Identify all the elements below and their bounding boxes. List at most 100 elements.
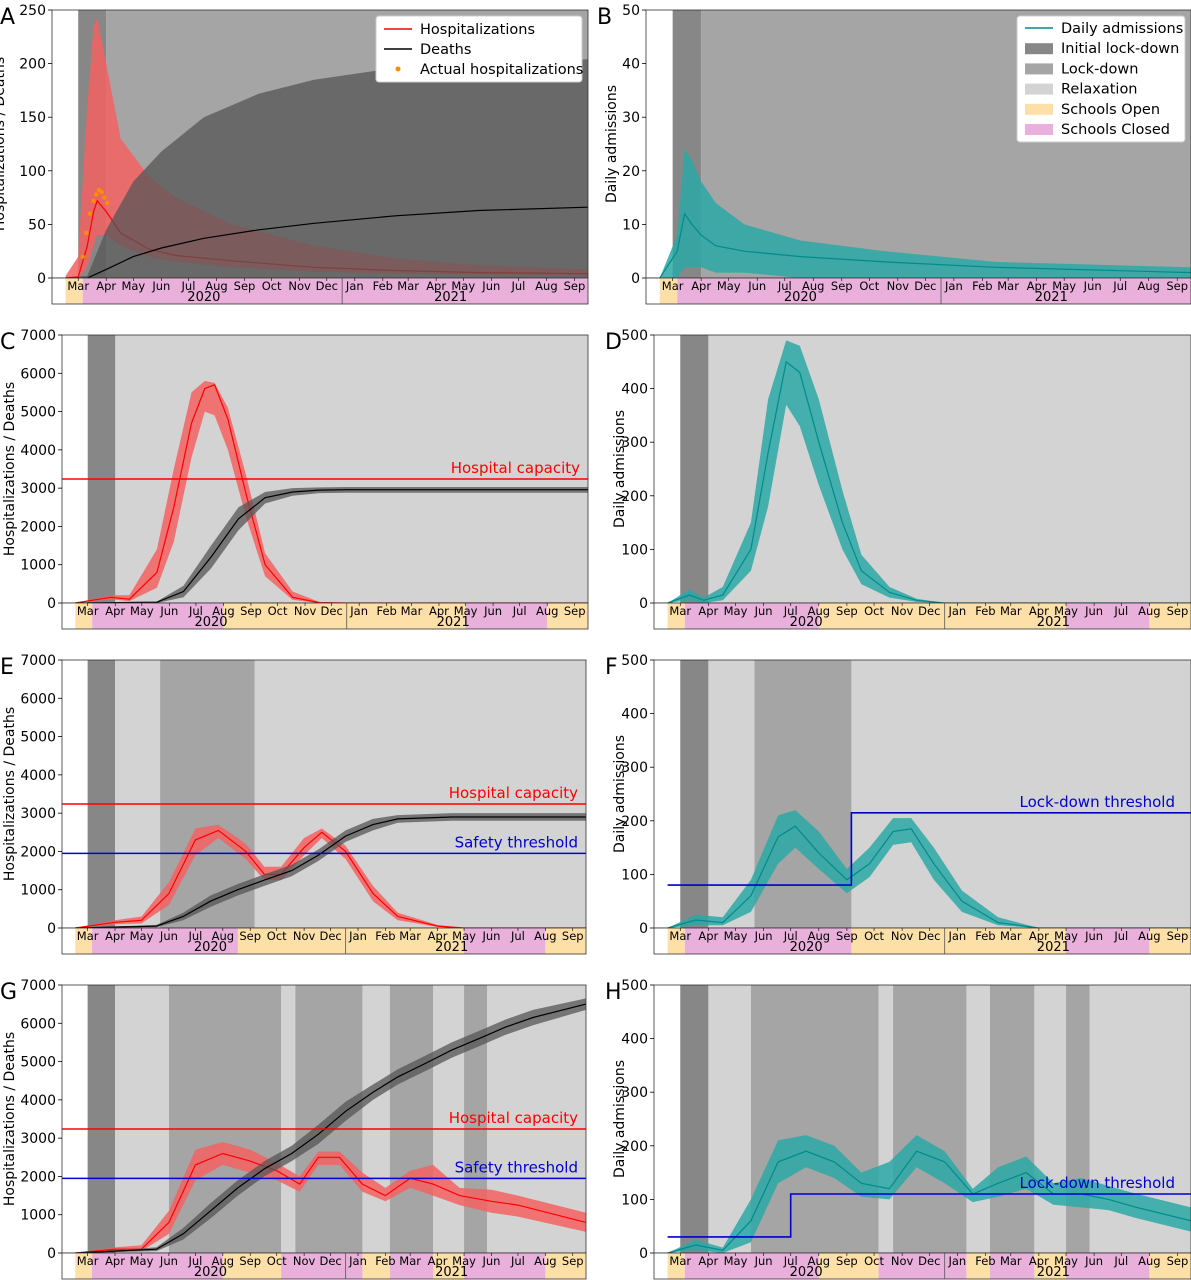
school-band-frame: [61, 602, 589, 630]
month-label: Apr: [691, 279, 711, 293]
y-tick-label: 500: [621, 328, 648, 344]
safety-label: Safety threshold: [455, 1158, 578, 1176]
month-label: Jun: [159, 1254, 178, 1268]
month-label: Sep: [831, 279, 853, 293]
legend-swatch: [1025, 83, 1053, 95]
month-label: May: [1054, 929, 1078, 943]
panel-letter: C: [0, 330, 15, 355]
threshold-label: Lock-down threshold: [1019, 1174, 1175, 1192]
legend-entry: Hospitalizations: [420, 22, 535, 38]
month-label: Apr: [428, 1254, 448, 1268]
legend-entry: Schools Open: [1061, 102, 1160, 118]
month-label: May: [452, 1254, 476, 1268]
panel-letter: F: [605, 655, 618, 680]
month-label: Dec: [319, 929, 341, 943]
y-tick-label: 50: [622, 3, 640, 19]
month-label: Mar: [397, 279, 419, 293]
month-label: Aug: [808, 929, 830, 943]
y-tick-label: 200: [621, 1139, 648, 1155]
legend-entry: Relaxation: [1061, 82, 1138, 98]
month-label: Mar: [77, 1254, 99, 1268]
month-label: Jul: [187, 1254, 202, 1268]
data-point: [102, 195, 107, 200]
y-tick-label: 400: [621, 1032, 648, 1048]
y-tick-label: 0: [639, 921, 648, 937]
legend-swatch: [1025, 63, 1053, 75]
month-label: Jan: [947, 604, 966, 618]
relaxation-region: [708, 985, 751, 1253]
month-label: Feb: [375, 929, 395, 943]
data-point: [94, 192, 99, 197]
month-label: May: [130, 604, 154, 618]
relaxation-region: [708, 660, 755, 928]
month-label: Jun: [483, 604, 502, 618]
month-label: Apr: [105, 604, 125, 618]
y-tick-label: 7000: [20, 653, 56, 669]
year-label: 2021: [1037, 940, 1070, 955]
y-tick-label: 300: [621, 435, 648, 451]
year-label: 2020: [790, 1265, 823, 1280]
initial-lockdown-region: [87, 985, 116, 1253]
month-label: Sep: [562, 929, 584, 943]
month-label: Jul: [783, 604, 798, 618]
month-label: Mar: [399, 929, 421, 943]
schools-open-region: [1149, 603, 1191, 629]
y-tick-label: 6000: [20, 366, 56, 382]
y-tick-label: 500: [621, 978, 648, 994]
y-tick-label: 200: [621, 814, 648, 830]
month-label: Mar: [997, 279, 1019, 293]
month-label: Apr: [698, 1254, 718, 1268]
y-tick-label: 6000: [20, 691, 56, 707]
month-label: Oct: [864, 1254, 884, 1268]
schools-open-region: [545, 1253, 586, 1279]
month-label: Aug: [534, 1254, 556, 1268]
month-label: Sep: [836, 929, 858, 943]
relaxation-region: [115, 660, 161, 928]
y-tick-label: 7000: [20, 328, 56, 344]
month-label: Sep: [239, 1254, 261, 1268]
y-tick-label: 300: [621, 1085, 648, 1101]
y-tick-label: 150: [19, 110, 46, 126]
month-label: Apr: [1029, 1254, 1049, 1268]
y-tick-label: 1000: [20, 1208, 56, 1224]
panel-h: Lock-down threshold 0 100 200 300 400 500 Daily…: [605, 978, 1191, 1280]
y-tick-label: 5000: [20, 405, 56, 421]
school-band-frame: [645, 277, 1191, 305]
lockdown-region: [750, 985, 879, 1253]
month-label: Nov: [891, 1254, 914, 1268]
month-label: Jul: [187, 929, 202, 943]
month-label: Jul: [783, 1254, 798, 1268]
initial-lockdown-region: [87, 335, 116, 603]
legend-entry: Deaths: [420, 42, 471, 58]
month-label: Aug: [802, 279, 824, 293]
schools-closed-region: [465, 603, 548, 629]
y-tick-label: 4000: [20, 1093, 56, 1109]
month-label: Feb: [376, 604, 396, 618]
month-label: Jan: [944, 279, 963, 293]
schools-open-region: [433, 1253, 465, 1279]
month-label: Aug: [212, 1254, 234, 1268]
relaxation-region: [1034, 985, 1067, 1253]
series-line: [659, 212, 1191, 279]
month-label: Feb: [975, 1254, 995, 1268]
schools-open-region: [667, 1253, 685, 1279]
legend-swatch: [395, 66, 401, 72]
lockdown-region: [893, 985, 967, 1253]
legend-swatch: [1025, 103, 1053, 115]
month-label: Oct: [267, 1254, 287, 1268]
lockdown-region: [1066, 985, 1090, 1253]
schools-open-region: [545, 928, 586, 954]
month-label: Jun: [754, 929, 773, 943]
school-band-frame: [61, 927, 587, 955]
initial-lockdown-region: [680, 660, 709, 928]
month-label: Sep: [562, 1254, 584, 1268]
month-label: Mar: [1000, 1254, 1022, 1268]
month-label: Apr: [1029, 604, 1049, 618]
schools-open-region: [237, 928, 465, 954]
schools-open-region: [222, 1253, 282, 1279]
month-label: Sep: [564, 279, 586, 293]
schools-open-region: [851, 928, 1067, 954]
month-label: Aug: [212, 929, 234, 943]
month-label: May: [724, 1254, 748, 1268]
